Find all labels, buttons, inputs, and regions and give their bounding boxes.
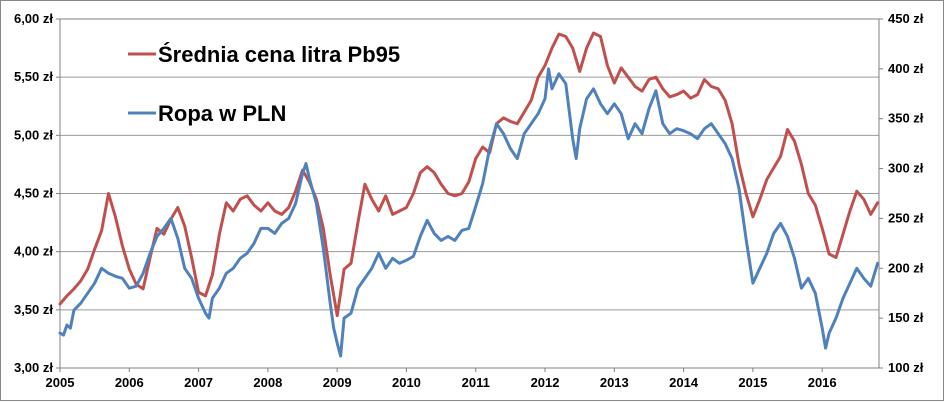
right-tick-label: 250 zł [888, 210, 924, 225]
legend-entry-pb95-label: Średnia cena litra Pb95 [158, 42, 400, 67]
right-tick-label: 150 zł [888, 310, 924, 325]
series-line-oil-pln [58, 67, 880, 358]
right-tick-label: 350 zł [888, 111, 924, 126]
right-tick-label: 400 zł [888, 61, 924, 76]
right-tick-label: 200 zł [888, 260, 924, 275]
x-tick-label: 2014 [669, 375, 699, 390]
x-tick-label: 2005 [46, 375, 75, 390]
left-tick-label: 5,00 zł [14, 127, 53, 142]
x-tick-label: 2010 [392, 375, 421, 390]
gridlines [60, 76, 879, 311]
legend-entry-oil-label: Ropa w PLN [158, 101, 286, 126]
left-tick-label: 4,00 zł [14, 244, 53, 259]
left-tick-label: 3,50 zł [14, 302, 53, 317]
x-tick-label: 2007 [184, 375, 213, 390]
left-tick-label: 6,00 zł [14, 11, 53, 26]
x-tick-label: 2008 [253, 375, 282, 390]
x-tick-label: 2013 [600, 375, 629, 390]
legend: Średnia cena litra Pb95 Ropa w PLN [128, 42, 400, 126]
x-tick-label: 2016 [808, 375, 837, 390]
series-line-pb95-price [58, 31, 880, 318]
right-tick-label: 100 zł [888, 360, 924, 375]
left-tick-label: 4,50 zł [14, 186, 53, 201]
right-tick-label: 300 zł [888, 161, 924, 176]
x-tick-label: 2011 [462, 375, 490, 390]
right-axis: 100 zł 150 zł 200 zł 250 zł 300 zł 350 zł 400 … [879, 11, 924, 375]
x-axis: 2005 2006 2007 2008 2009 2010 2011 2012 2013 2014… [46, 368, 837, 390]
x-tick-label: 2009 [323, 375, 352, 390]
x-tick-label: 2015 [738, 375, 767, 390]
x-tick-label: 2006 [115, 375, 144, 390]
left-axis: 3,00 zł 3,50 zł 4,00 zł 4,50 zł 5,00 zł 5,50 … [14, 11, 60, 375]
x-tick-label: 2012 [531, 375, 560, 390]
left-tick-label: 3,00 zł [14, 360, 53, 375]
series-lines [58, 31, 880, 358]
left-tick-label: 5,50 zł [14, 69, 53, 84]
right-tick-label: 450 zł [888, 11, 924, 26]
